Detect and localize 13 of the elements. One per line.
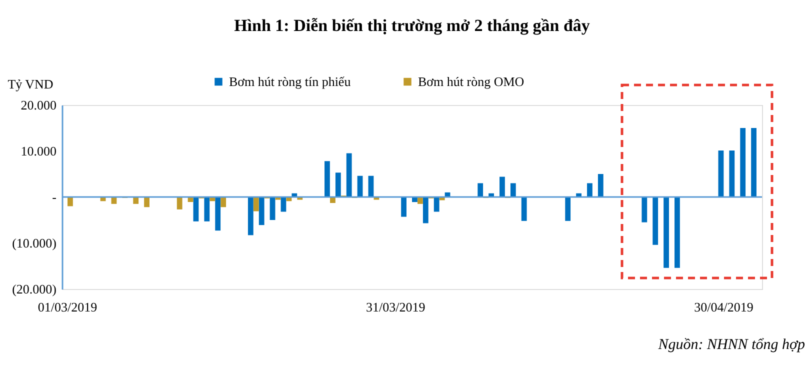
y-tick-label: 20.000: [20, 98, 56, 112]
y-tick-label: 10.000: [20, 144, 56, 158]
x-tick-label: 01/03/2019: [38, 300, 98, 314]
x-tick-label: 31/03/2019: [366, 300, 426, 314]
chart-title: Hình 1: Diễn biến thị trường mở 2 tháng gần đây: [234, 16, 590, 35]
legend-label: Bơm hút ròng tín phiếu: [229, 74, 352, 89]
text: Nguồn: NHNN tổng hợp: [657, 337, 806, 353]
legend-label: Bơm hút ròng OMO: [418, 74, 524, 89]
x-tick-label: 30/04/2019: [694, 300, 754, 314]
y-tick-label: (10.000): [12, 236, 56, 250]
y-axis-title: Tỷ VND: [8, 76, 54, 92]
y-tick-label: -: [52, 190, 56, 204]
y-tick-label: (20.000): [12, 282, 56, 296]
